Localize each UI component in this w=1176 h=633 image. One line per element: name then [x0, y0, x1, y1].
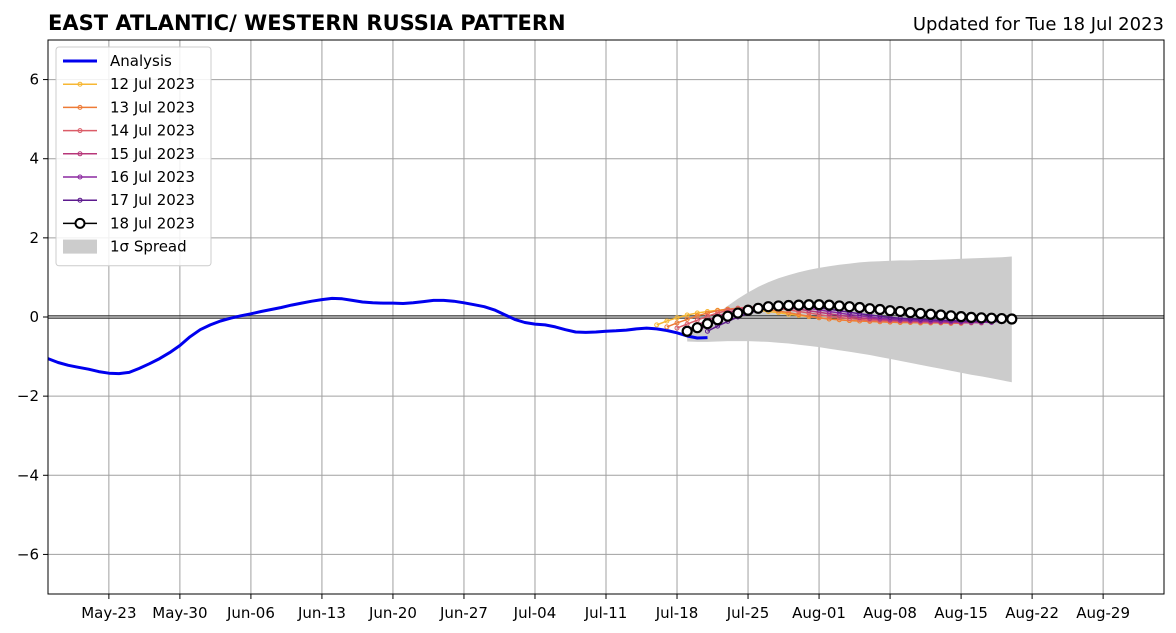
latest-forecast-point — [732, 307, 744, 319]
x-tick-label: Jun-27 — [439, 604, 488, 622]
analysis-line — [47, 296, 708, 376]
axis-layer: May-23 May-30 Jun-06 Jun-13 Jun-20 Jun-27 Jul-… — [17, 71, 1130, 622]
latest-forecast-point — [965, 311, 977, 323]
latest-forecast-point — [752, 302, 764, 314]
legend-label: 15 Jul 2023 — [110, 145, 195, 163]
legend-label: Analysis — [110, 52, 172, 70]
analysis-layer — [47, 296, 708, 376]
forecast-point — [796, 312, 802, 318]
y-tick-label: 6 — [29, 71, 39, 89]
legend-swatch-marker — [77, 174, 83, 180]
latest-forecast-point — [864, 303, 876, 315]
latest-forecast-point — [874, 303, 886, 316]
forecast-point — [826, 316, 832, 322]
latest-forecast-point — [681, 325, 693, 337]
latest-forecast-point — [935, 309, 947, 321]
latest-forecast-point — [711, 314, 724, 326]
legend-swatch-marker — [77, 81, 83, 87]
y-tick-label: 2 — [29, 229, 39, 247]
x-tick-label: Jul-18 — [655, 604, 699, 622]
updated-label: Updated for Tue 18 Jul 2023 — [913, 14, 1164, 35]
chart-title: EAST ATLANTIC/ WESTERN RUSSIA PATTERN — [48, 11, 566, 35]
latest-forecast-point — [722, 310, 734, 322]
latest-forecast-point — [843, 301, 856, 313]
forecast-point — [674, 315, 680, 321]
x-tick-label: Jul-25 — [726, 604, 770, 622]
legend-swatch-marker — [77, 151, 83, 157]
legend: Analysis 12 Jul 2023 13 Jul 2023 14 Jul 202… — [55, 46, 212, 267]
legend-label: 17 Jul 2023 — [110, 191, 195, 209]
forecast-point — [664, 318, 670, 324]
legend-label: 16 Jul 2023 — [110, 168, 195, 186]
x-tick-label: Aug-15 — [934, 604, 988, 622]
legend-swatch-marker — [77, 104, 83, 110]
legend-swatch — [63, 239, 97, 254]
latest-forecast-point — [904, 307, 916, 319]
legend-box — [55, 46, 212, 267]
forecast-point — [684, 316, 690, 322]
latest-forecast-point — [793, 299, 805, 311]
x-tick-label: Aug-08 — [863, 604, 917, 622]
legend-swatch-marker — [77, 128, 83, 134]
latest-forecast-point — [985, 312, 998, 324]
x-tick-label: Jun-20 — [368, 604, 417, 622]
legend-swatch-marker — [74, 217, 86, 229]
x-tick-label: Jul-11 — [584, 604, 628, 622]
forecast-point — [674, 320, 680, 326]
latest-forecast-point — [854, 301, 866, 314]
forecast-point — [806, 313, 812, 319]
forecast-point — [816, 315, 822, 321]
latest-forecast-point — [701, 318, 714, 330]
latest-forecast-point — [762, 301, 774, 313]
legend-label: 13 Jul 2023 — [110, 98, 195, 116]
x-tick-label: Jun-06 — [226, 604, 275, 622]
x-tick-label: Jun-13 — [297, 604, 346, 622]
latest-forecast-point — [803, 299, 815, 311]
x-tick-label: Jul-04 — [513, 604, 557, 622]
latest-forecast-point — [1006, 313, 1018, 325]
spread-layer — [687, 256, 1012, 383]
y-tick-label: 4 — [29, 150, 39, 168]
latest-forecast-point — [833, 300, 845, 312]
forecast-point — [664, 324, 670, 330]
y-tick-label: −4 — [17, 466, 39, 484]
latest-forecast-point — [742, 304, 754, 316]
spread-band — [687, 256, 1012, 383]
y-tick-label: 0 — [29, 308, 39, 326]
forecast-point — [674, 325, 680, 331]
latest-forecast-point — [945, 310, 957, 322]
y-tick-label: −6 — [17, 545, 39, 563]
x-tick-label: Aug-29 — [1076, 604, 1130, 622]
forecast-point — [654, 322, 660, 328]
latest-forecast-point — [955, 311, 967, 323]
latest-forecast-point — [691, 322, 703, 334]
latest-forecast-point — [783, 299, 795, 312]
latest-forecast-layer — [681, 299, 1018, 337]
latest-forecast-point — [884, 305, 896, 317]
x-tick-label: Aug-22 — [1005, 604, 1059, 622]
legend-label: 14 Jul 2023 — [110, 122, 195, 140]
latest-forecast-point — [772, 300, 785, 312]
latest-forecast-point — [823, 299, 835, 311]
legend-label: 18 Jul 2023 — [110, 214, 195, 232]
latest-forecast-point — [975, 312, 987, 324]
legend-swatch-marker — [77, 197, 83, 203]
x-tick-label: Aug-01 — [792, 604, 846, 622]
x-tick-label: May-30 — [152, 604, 207, 622]
x-tick-label: May-23 — [81, 604, 136, 622]
legend-label: 1σ Spread — [110, 238, 187, 256]
latest-forecast-point — [925, 308, 937, 320]
y-tick-label: −2 — [17, 387, 39, 405]
latest-forecast-point — [813, 299, 825, 311]
latest-forecast-point — [914, 307, 927, 320]
legend-label: 12 Jul 2023 — [110, 75, 195, 93]
forecast-point — [704, 310, 710, 316]
latest-forecast-point — [894, 305, 906, 318]
latest-forecast-point — [996, 312, 1008, 325]
